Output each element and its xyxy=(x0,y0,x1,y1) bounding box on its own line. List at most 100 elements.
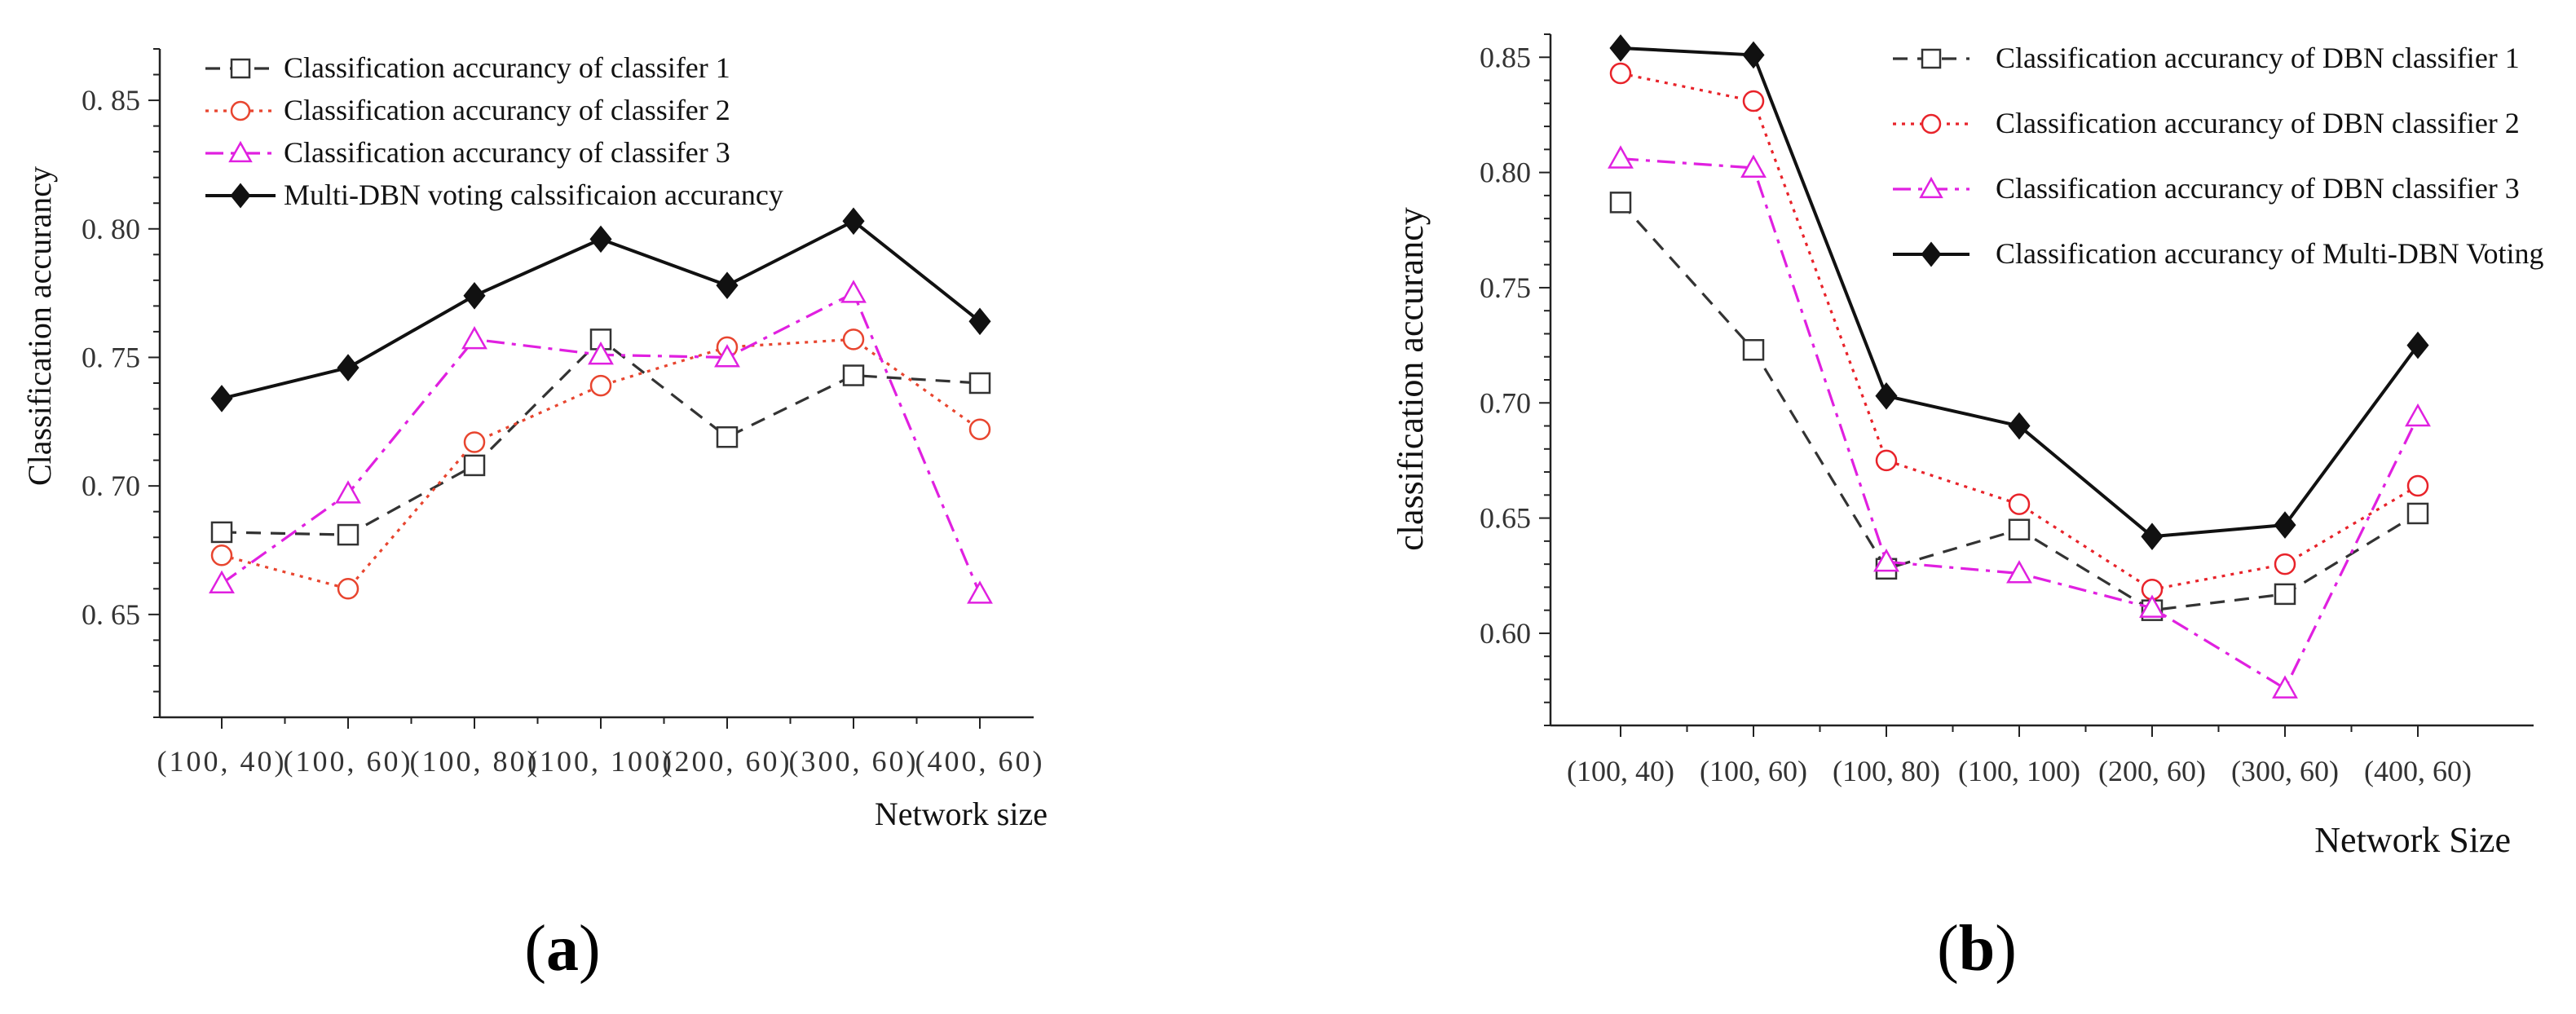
panel-b-series-1-point xyxy=(2008,518,2031,540)
panel-b-series-3-point xyxy=(2139,594,2165,618)
panel-a-x-tick-label: (100, 40) xyxy=(157,745,287,778)
panel-a-legend-label: Classification accurancy of classifer 3 xyxy=(284,136,730,169)
panel-b-series-4-point xyxy=(2008,412,2031,440)
panel-b-series-2-point xyxy=(1609,62,1632,85)
panel-b-y-axis-title: classification accurancy xyxy=(1391,207,1431,550)
panel-b-series-1-point xyxy=(1742,339,1765,361)
panel-a-series-2-point xyxy=(842,328,865,350)
panel-b-series-3 xyxy=(1608,145,2431,699)
panel-b-y-tick-label: 0.65 xyxy=(1480,502,1531,535)
panel-b-series-1-point xyxy=(2406,502,2429,525)
panel-a-legend-marker xyxy=(230,100,251,121)
panel-a-series-2-point xyxy=(589,374,612,397)
panel-b-legend-item-1: Classification accurancy of DBN classifi… xyxy=(1893,42,2520,74)
panel-b-x-tick-label: (100, 40) xyxy=(1567,755,1674,787)
panel-a-series-1-point xyxy=(337,523,359,546)
panel-a-series-1-point xyxy=(210,521,233,544)
panel-a-series-1-point xyxy=(716,425,739,448)
panel-a-series-2-point xyxy=(210,544,233,567)
panel-a-legend-label: Classification accurancy of classifer 1 xyxy=(284,51,730,84)
panel-a-legend-label: Multi-DBN voting calssificaion accurancy xyxy=(284,179,783,211)
panel-a-y-tick-label: 0. 75 xyxy=(82,341,140,373)
panel-b-legend-item-4: Classification accurancy of Multi-DBN Vo… xyxy=(1893,237,2544,270)
panel-b-legend-label: Classification accurancy of DBN classifi… xyxy=(1996,107,2520,139)
panel-b-legend-marker xyxy=(1919,176,1943,199)
panel-b-series-3-point xyxy=(2006,560,2032,584)
panel-a-y-tick-label: 0. 65 xyxy=(82,598,140,631)
panel-a-series-3-point xyxy=(840,280,867,303)
panel-a-series-2-point xyxy=(337,578,359,600)
panel-b-series-3-point xyxy=(1740,154,1767,178)
panel-b-legend-marker xyxy=(1921,113,1942,134)
panel-a-series-3-point xyxy=(588,341,614,365)
panel-b-series-2-point xyxy=(2274,553,2296,575)
panel-b-series-4-point xyxy=(1875,381,1898,410)
panel-a-x-tick-label: (100, 80) xyxy=(410,745,540,778)
panel-b-legend-marker xyxy=(1921,48,1942,69)
panel-b-x-tick-label: (100, 100) xyxy=(1958,755,2080,787)
panel-b-y-tick-label: 0.60 xyxy=(1480,617,1531,650)
panel-a-y-tick-label: 0. 80 xyxy=(82,213,140,245)
panel-b-series-2 xyxy=(1609,62,2429,601)
panel-a-series-4 xyxy=(210,207,991,412)
panel-a-label: (a) xyxy=(524,913,600,985)
panel-b-legend-item-2: Classification accurancy of DBN classifi… xyxy=(1893,107,2520,139)
panel-b-x-tick-label: (100, 80) xyxy=(1833,755,1940,787)
panel-b-series-2-point xyxy=(2406,474,2429,497)
panel-a-series-3-point xyxy=(209,570,235,594)
panel-a-series-4-point xyxy=(210,385,233,412)
panel-b-x-tick-label: (400, 60) xyxy=(2364,755,2472,787)
panel-a-legend-marker xyxy=(230,58,251,79)
panel-b-series-4-point xyxy=(2274,511,2296,539)
panel-b-series-4-point xyxy=(2406,331,2429,359)
panel-a-legend-item-1: Classification accurancy of classifer 1 xyxy=(205,51,730,84)
panel-b-legend-label: Classification accurancy of DBN classifi… xyxy=(1996,172,2520,205)
panel-a-x-tick-label: (100, 100) xyxy=(527,745,674,778)
panel-a-series-2-point xyxy=(463,431,486,453)
panel-b-series-1-point xyxy=(1609,192,1632,214)
panel-b-series-4-point xyxy=(1742,41,1765,69)
panel-b-series-4-point xyxy=(1609,34,1632,62)
panel-a-series-1 xyxy=(210,328,991,546)
panel-b-x-tick-label: (100, 60) xyxy=(1700,755,1807,787)
panel-a-series-1-point xyxy=(968,372,991,395)
panel-a-legend-marker xyxy=(230,183,251,209)
panel-a-series-2 xyxy=(210,328,991,600)
panel-b-legend-marker xyxy=(1921,241,1942,267)
panel-a-y-axis-title: Classification accurancy xyxy=(21,166,58,486)
panel-b-y-tick-label: 0.70 xyxy=(1480,386,1531,419)
panel-a-legend-label: Classification accurancy of classifer 2 xyxy=(284,94,730,126)
panel-a-series-4-point xyxy=(463,281,486,310)
panel-b-x-tick-label: (200, 60) xyxy=(2098,755,2206,787)
panel-a-series-4-point xyxy=(842,207,865,236)
panel-b-chart: 0.60 0.65 0.70 0.75 0.80 0.85 (100, 40) (100, 6… xyxy=(1391,33,2544,985)
panel-b-x-tick-label: (300, 60) xyxy=(2231,755,2339,787)
panel-a-series-4-point xyxy=(716,271,739,299)
panel-a-y-tick-label: 0. 85 xyxy=(82,84,140,117)
panel-b-series-4 xyxy=(1609,34,2429,551)
panel-b-y-tick-label: 0.75 xyxy=(1480,271,1531,304)
panel-a-x-tick-label: (200, 60) xyxy=(663,745,792,778)
panel-b-y-tick-label: 0.80 xyxy=(1480,157,1531,189)
panel-a-series-2-point xyxy=(968,418,991,441)
panel-a-series-3-point xyxy=(967,580,993,604)
panel-a-series-1-line xyxy=(221,337,981,536)
panel-a-series-3-point xyxy=(335,480,361,504)
panel-a-series-1-point xyxy=(842,364,865,386)
panel-b-series-2-point xyxy=(1742,90,1765,112)
panel-a-y-tick-label: 0. 70 xyxy=(82,470,140,502)
panel-a-legend-item-4: Multi-DBN voting calssificaion accurancy xyxy=(205,179,783,211)
panel-a-chart: 0. 65 0. 70 0. 75 0. 80 0. 85 (100, 40) (100, … xyxy=(21,48,1048,985)
panel-b-label: (b) xyxy=(1937,913,2017,985)
panel-b-series-3-point xyxy=(2272,675,2298,699)
panel-b-series-4-point xyxy=(2141,522,2164,551)
panel-b-x-axis-title: Network Size xyxy=(2314,820,2511,860)
panel-a-legend-item-2: Classification accurancy of classifer 2 xyxy=(205,94,730,126)
panel-b-legend-label: Classification accurancy of DBN classifi… xyxy=(1996,42,2520,74)
panel-b-series-1-point xyxy=(2274,583,2296,606)
panel-b-series-3-point xyxy=(1873,548,1899,572)
panel-a-legend-marker xyxy=(228,140,253,163)
panel-b-legend-label: Classification accurancy of Multi-DBN Vo… xyxy=(1996,237,2544,270)
panel-a-series-4-point xyxy=(589,225,612,254)
